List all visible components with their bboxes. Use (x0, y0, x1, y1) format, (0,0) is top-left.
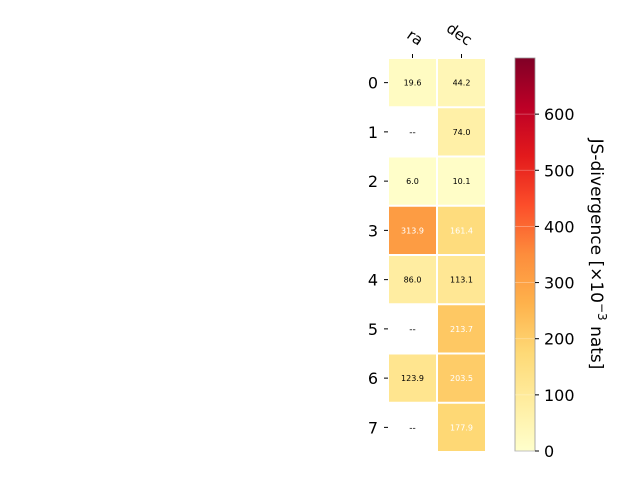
heatmap-cell (389, 354, 436, 402)
heatmap-cell (389, 59, 436, 107)
heatmap-cell (438, 305, 485, 353)
colorbar-label: JS-divergence [×10−3 nats] (586, 138, 609, 370)
cell-value-label: 177.9 (450, 423, 473, 432)
heatmap-cells: 19.6 44.2 -- 74.0 6.0 10.1 313.9 161.4 86.0 113.1… (389, 59, 485, 451)
row-label: 3 (368, 221, 378, 240)
colorbar-label-suffix: nats] (586, 321, 606, 370)
cell-value-label: 213.7 (450, 325, 473, 334)
heatmap-cell (438, 108, 485, 156)
row-labels: 0 1 2 3 4 5 6 7 (368, 74, 388, 437)
cell-value-label: 6.0 (406, 177, 419, 186)
row-label: 6 (368, 369, 378, 388)
colorbar-tick-label: 300 (544, 274, 575, 293)
colorbar-gradient (514, 57, 536, 452)
column-label: ra (404, 26, 427, 50)
cell-value-label: -- (409, 325, 416, 335)
heatmap-cell (438, 157, 485, 205)
heatmap-cell (438, 59, 485, 107)
colorbar-tick-label: 0 (544, 442, 554, 461)
heatmap-cell (438, 403, 485, 451)
cell-value-label: 19.6 (404, 79, 422, 88)
cell-value-label: 313.9 (401, 226, 424, 235)
cell-value-label: 123.9 (401, 374, 424, 383)
column-labels: ra dec (404, 19, 476, 58)
heatmap-cell (389, 157, 436, 205)
row-label: 1 (368, 123, 378, 142)
colorbar-tick-label: 200 (544, 330, 575, 349)
colorbar: 0 100 200 300 400 500 600 JS-divergence [×10−3… (514, 57, 609, 461)
cell-value-label: 10.1 (453, 177, 471, 186)
heatmap-cell (438, 354, 485, 402)
heatmap-cell (389, 206, 436, 254)
heatmap-cell (438, 256, 485, 304)
column-label: dec (443, 19, 475, 49)
cell-value-label: 161.4 (450, 226, 473, 235)
row-label: 4 (368, 271, 378, 290)
cell-value-label: 203.5 (450, 374, 473, 383)
cell-value-label: -- (409, 423, 416, 433)
row-label: 2 (368, 172, 378, 191)
heatmap-cell (389, 256, 436, 304)
row-label: 0 (368, 74, 378, 93)
colorbar-tick-label: 500 (544, 161, 575, 180)
cell-value-label: -- (409, 128, 416, 138)
colorbar-ticks: 0 100 200 300 400 500 600 (515, 105, 575, 461)
cell-value-label: 113.1 (450, 276, 473, 285)
row-label: 5 (368, 320, 378, 339)
cell-value-label: 74.0 (453, 128, 471, 137)
heatmap-cell (438, 206, 485, 254)
colorbar-label-exponent: −3 (595, 303, 609, 321)
cell-value-label: 86.0 (404, 276, 422, 285)
colorbar-tick-label: 600 (544, 105, 575, 124)
colorbar-tick-label: 400 (544, 217, 575, 236)
row-label: 7 (368, 418, 378, 437)
colorbar-tick-label: 100 (544, 386, 575, 405)
cell-value-label: 44.2 (453, 79, 471, 88)
